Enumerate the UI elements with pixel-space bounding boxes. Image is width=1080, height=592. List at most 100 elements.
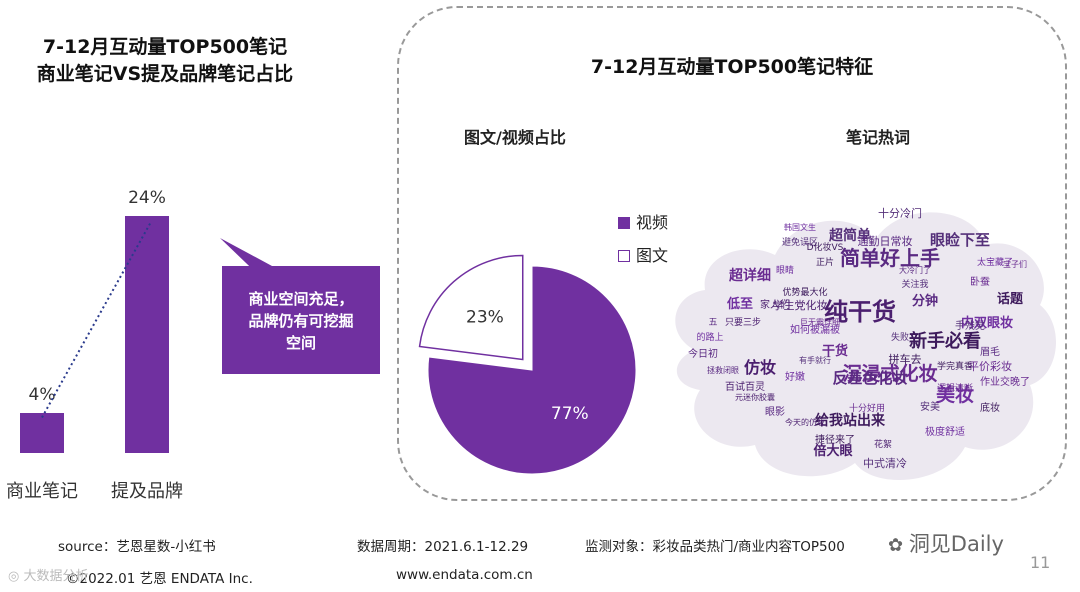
corner-watermark: ◎ 大数据分析 (8, 565, 89, 584)
word-cloud-term: 学生党化妆 (773, 298, 828, 312)
brand-watermark: ✿ 洞见Daily (888, 528, 1004, 558)
word-cloud-term: 花絮 (874, 438, 892, 450)
word-cloud-term: D化妆VS (807, 241, 844, 253)
left-title-line1: 7-12月互动量TOP500笔记 (42, 36, 288, 58)
pie-title: 图文/视频占比 (464, 128, 566, 147)
word-cloud-term: 手残党 (955, 319, 985, 332)
pie-label-graphic-text: 23% (466, 308, 504, 328)
bar-value-label-commercial: 4% (28, 385, 56, 406)
word-cloud-term: 干货 (822, 343, 848, 359)
word-cloud-term: 平价彩妆 (968, 360, 1012, 373)
word-cloud-term: 眼影 (765, 406, 785, 418)
bar-value-label-brand: 24% (128, 187, 166, 208)
panel-title: 7-12月互动量TOP500笔记特征 (590, 56, 874, 78)
word-cloud-term: 底妆 (980, 401, 1000, 414)
word-cloud-term: 眉毛 (980, 346, 1000, 358)
footer-period: 数据周期：2021.6.1-12.29 (357, 539, 529, 555)
callout-line3: 空间 (285, 334, 316, 352)
word-cloud-term: 捷径来了 (815, 433, 855, 446)
word-cloud-term: 好嫩 (785, 370, 805, 383)
word-cloud-term: 元迷你胶囊 (735, 392, 775, 402)
word-cloud-term: 的路上 (696, 331, 723, 343)
feature-panel (397, 6, 1067, 501)
word-cloud-term: 低至 (726, 296, 753, 312)
word-cloud-term: 五 (708, 318, 717, 328)
pie-slice-video (427, 265, 637, 475)
legend-label-graphic-text: 图文 (636, 246, 669, 265)
category-label-brand: 提及品牌 (111, 481, 183, 502)
word-cloud-term: 家人们 (760, 298, 790, 311)
word-cloud-term: 有手就行 (799, 355, 831, 365)
pie-label-video: 77% (551, 404, 589, 424)
word-cloud-term: 避免误区 (782, 236, 818, 248)
word-cloud-term: 美妆 (936, 383, 974, 406)
brand-watermark-text: 洞见Daily (908, 532, 1004, 556)
left-title-line2: 商业笔记VS提及品牌笔记占比 (36, 63, 294, 85)
corner-watermark-text: 大数据分析 (23, 569, 89, 584)
word-cloud-shape (675, 212, 1057, 481)
pie-chart: 77% 23% (418, 254, 637, 475)
bar-chart: 4% 24% 商业笔记 提及品牌 (0, 160, 220, 520)
word-cloud-term: 巨无霸详细 (800, 317, 840, 327)
word-cloud-term: 关注我 (901, 278, 928, 290)
word-cloud-term: 太宝藏了 (977, 256, 1013, 268)
word-cloud-term: 优势最大化 (782, 286, 827, 298)
word-cloud-term: 十分冷门 (878, 206, 922, 220)
bar-commercial-notes (20, 413, 64, 453)
word-cloud-term: 十分好用 (849, 402, 885, 414)
legend-swatch-video (618, 217, 630, 229)
word-cloud-term: 正片 (816, 256, 834, 268)
word-cloud-term: 如何被漏被 (790, 323, 840, 336)
word-cloud-term: 韩国文生 (784, 222, 816, 232)
footer-copyright: ©2022.01 艺恩 ENDATA Inc. (66, 571, 253, 587)
callout-text: 商业空间充足， 品牌仍有可挖掘 空间 (222, 288, 380, 354)
word-cloud-term: 宝子们 (1003, 259, 1027, 269)
word-cloud-term: 作业交晚了 (980, 375, 1030, 388)
word-cloud-term: 简单好上手 (840, 246, 940, 270)
word-cloud-term: 中式清冷 (863, 457, 907, 470)
word-cloud-term: 反差色化妆 (832, 369, 907, 387)
word-cloud-term: 仿妆 (744, 358, 776, 377)
word-cloud-term: 学完真香 (937, 360, 973, 372)
legend-label-video: 视频 (636, 213, 669, 232)
word-cloud-term: 倍大眼 (813, 443, 853, 459)
word-cloud-term: 眼睑下至 (930, 231, 990, 249)
word-cloud-term: 内双眼妆 (961, 315, 1013, 331)
callout-line1: 商业空间充足， (248, 290, 354, 308)
footer-source: source：艺恩星数-小红书 (58, 539, 216, 555)
word-cloud-term: 给我站出来 (815, 412, 886, 429)
word-cloud-term: 新手必看 (909, 330, 981, 352)
callout-box (222, 266, 380, 374)
legend-graphic-text: 图文 (618, 242, 668, 266)
word-cloud-term: 今日初 (688, 347, 718, 360)
footer-target: 监测对象：彩妆品类热门/商业内容TOP500 (585, 539, 845, 555)
word-cloud-term: 超简单 (828, 227, 871, 244)
wechat-icon: ✿ (888, 535, 909, 556)
page-number: 11 (1030, 553, 1051, 572)
word-cloud-term: 话题 (997, 291, 1024, 307)
word-cloud-term: 拯救闭眼 (707, 365, 739, 375)
word-cloud-term: 逻辑清晰 (937, 382, 973, 394)
word-cloud-term: 安美 (920, 400, 940, 413)
word-cloud-term: 失败 (891, 331, 909, 343)
weibo-icon: ◎ (8, 569, 24, 584)
dotted-trendline (41, 221, 152, 418)
word-cloud-term: 纯干货 (824, 298, 896, 326)
pie-slice-graphic-text (418, 254, 524, 361)
word-cloud-term: 百试百灵 (725, 380, 765, 393)
word-cloud-term: 分钟 (912, 293, 938, 309)
word-cloud-term: 卧蚕 (970, 275, 990, 288)
word-cloud-term: 极度舒适 (925, 425, 965, 438)
word-cloud-term: 今天的仿妆 (785, 417, 825, 427)
left-chart-title: 7-12月互动量TOP500笔记 商业笔记VS提及品牌笔记占比 (0, 34, 330, 88)
trendline-svg (41, 221, 152, 418)
legend-video: 视频 (618, 209, 668, 233)
footer-website: www.endata.com.cn (396, 567, 533, 583)
word-cloud-term: 沉浸式化妆 (842, 362, 937, 385)
legend-swatch-graphic-text (618, 250, 630, 262)
word-cloud-term: 眼睛 (776, 265, 794, 276)
word-cloud-term: 大冷门了 (899, 265, 931, 275)
callout-line2: 品牌仍有可挖掘 (248, 312, 354, 330)
category-label-commercial: 商业笔记 (6, 481, 78, 502)
